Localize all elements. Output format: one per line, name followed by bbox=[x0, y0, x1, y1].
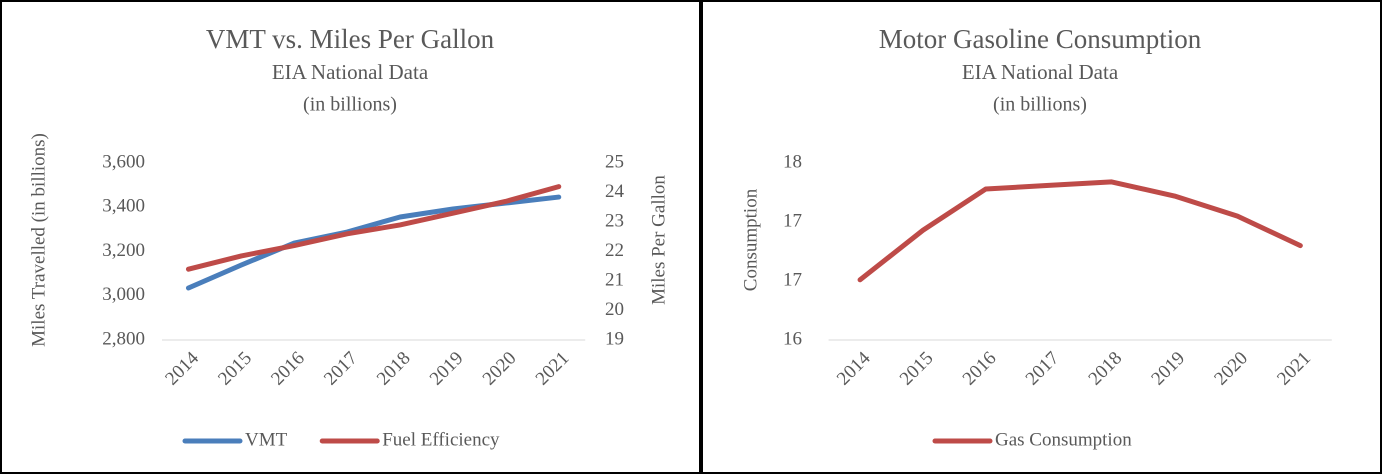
y-tick-label: 18 bbox=[783, 151, 802, 172]
y2-axis-title: Miles Per Gallon bbox=[648, 175, 669, 305]
x-tick-label: 2021 bbox=[532, 348, 574, 390]
y-tick-label: 2,800 bbox=[102, 328, 145, 349]
y2-tick-label: 21 bbox=[605, 269, 624, 290]
x-tick-label: 2018 bbox=[1085, 348, 1127, 390]
x-tick-label: 2019 bbox=[1147, 348, 1189, 390]
x-tick-label: 2017 bbox=[1022, 348, 1064, 390]
x-tick-label: 2014 bbox=[833, 347, 875, 389]
y2-tick-label: 24 bbox=[605, 181, 625, 202]
x-tick-label: 2015 bbox=[896, 348, 938, 390]
y-axis-title: Miles Travelled (in billions) bbox=[28, 133, 49, 347]
y-tick-label: 3,400 bbox=[102, 196, 145, 217]
legend-label: Gas Consumption bbox=[995, 429, 1132, 450]
x-tick-label: 2020 bbox=[1210, 348, 1252, 390]
chart-title: (in billions) bbox=[303, 94, 397, 116]
panel-border bbox=[0, 0, 701, 474]
y-tick-label: 16 bbox=[783, 328, 802, 349]
x-tick-label: 2021 bbox=[1273, 348, 1315, 390]
y2-tick-label: 22 bbox=[605, 240, 624, 261]
y-tick-label: 17 bbox=[783, 210, 802, 231]
y2-tick-label: 25 bbox=[605, 151, 624, 172]
x-tick-label: 2017 bbox=[320, 348, 362, 390]
x-tick-label: 2014 bbox=[161, 347, 203, 389]
y-axis-title: Consumption bbox=[740, 188, 761, 291]
y2-tick-label: 23 bbox=[605, 210, 624, 231]
x-tick-label: 2019 bbox=[426, 348, 468, 390]
x-tick-label: 2015 bbox=[214, 348, 256, 390]
series-line bbox=[185, 184, 562, 272]
x-tick-label: 2020 bbox=[479, 348, 521, 390]
series-line bbox=[857, 179, 1303, 283]
chart-title: Motor Gasoline Consumption bbox=[879, 24, 1202, 54]
y-tick-label: 17 bbox=[783, 269, 802, 290]
x-tick-label: 2016 bbox=[267, 348, 309, 390]
series-line bbox=[185, 194, 562, 291]
y-tick-label: 3,600 bbox=[102, 151, 145, 172]
y2-tick-label: 20 bbox=[605, 299, 624, 320]
legend-label: VMT bbox=[245, 429, 288, 450]
chart-title: VMT vs. Miles Per Gallon bbox=[206, 24, 495, 54]
panel-border bbox=[701, 0, 1382, 474]
y2-tick-label: 19 bbox=[605, 328, 624, 349]
y-tick-label: 3,200 bbox=[102, 240, 145, 261]
legend-label: Fuel Efficiency bbox=[382, 429, 500, 450]
chart-title: EIA National Data bbox=[272, 60, 429, 84]
y-tick-label: 3,000 bbox=[102, 284, 145, 305]
chart-title: EIA National Data bbox=[962, 60, 1119, 84]
x-tick-label: 2016 bbox=[959, 348, 1001, 390]
x-tick-label: 2018 bbox=[373, 348, 415, 390]
chart-title: (in billions) bbox=[993, 94, 1087, 116]
